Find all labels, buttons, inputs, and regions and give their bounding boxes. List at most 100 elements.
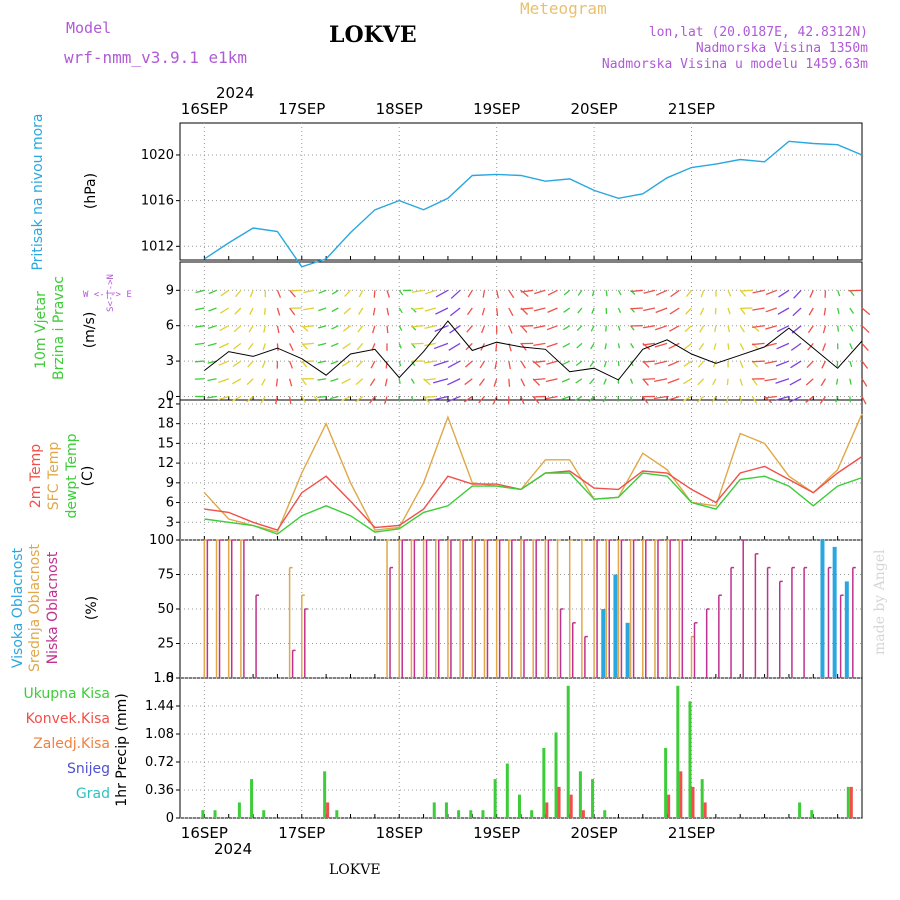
precip-total-bar (457, 810, 461, 818)
precip-total-bar (262, 810, 266, 818)
wind-arrow (234, 307, 242, 315)
wind-arrow (386, 290, 390, 298)
cloud-high-bar (613, 574, 618, 678)
year-bottom: 2024 (214, 840, 253, 858)
wind-arrow (508, 307, 514, 316)
wind-arrow (849, 360, 853, 368)
wind-arrow (617, 307, 622, 314)
wind-arrow (562, 342, 571, 348)
y-tick-label: 1012 (141, 239, 174, 254)
dewpoint-line (204, 472, 863, 535)
wind-arrow (423, 378, 436, 381)
wind-arrow (520, 360, 526, 369)
wind-arrow (207, 395, 217, 399)
station-bottom: LOKVE (329, 862, 381, 878)
precip-conv-bar (703, 802, 707, 818)
wind-arrow (533, 325, 546, 329)
wind-arrow (752, 307, 765, 311)
wind-arrow (696, 395, 705, 403)
wind-arrow (493, 378, 498, 387)
precip-total-bar (676, 685, 680, 818)
wind-arrow (643, 289, 656, 294)
wind-arrow (778, 289, 790, 298)
wind-arrow (195, 325, 205, 328)
wind-arrow (805, 395, 814, 403)
wind-arrow (805, 378, 814, 386)
wind-arrow (739, 360, 744, 369)
wind-arrow (739, 325, 745, 333)
date-label-top: 20SEP (571, 100, 618, 118)
wind-arrow (837, 290, 841, 297)
y-tick-label: 50 (157, 602, 174, 617)
wind-arrow (765, 289, 777, 296)
t2m-line (204, 455, 863, 531)
wind-arrow (301, 378, 307, 386)
wind-arrow (654, 342, 668, 348)
wind-arrow (654, 378, 668, 382)
precip-total-bar (518, 794, 521, 818)
date-label-top: 18SEP (376, 100, 423, 118)
wind-arrow (398, 289, 404, 296)
precip-total-bar (810, 810, 814, 818)
precip-conv-bar (691, 786, 695, 818)
year-top: 2024 (216, 84, 255, 102)
wind-arrow (317, 378, 327, 381)
wind-arrow (739, 378, 743, 386)
wind-arrow (699, 325, 705, 333)
y-tick-label: 9 (166, 476, 174, 491)
wind-arrow (605, 290, 608, 297)
wind-arrow (520, 378, 526, 387)
wind-arrow (232, 360, 242, 368)
precip-total-bar (493, 779, 497, 818)
wind-arrow (249, 290, 254, 298)
wind-arrow (384, 378, 388, 387)
wind-arrow (655, 307, 668, 314)
wind-arrow (751, 396, 757, 404)
precip-total-bar (505, 763, 509, 818)
y-tick-label: 0 (166, 811, 174, 826)
wind-arrow (668, 342, 680, 350)
wind-arrow (821, 360, 827, 369)
wind-arrow (561, 395, 570, 401)
wind-arrow (435, 289, 449, 298)
wind-arrow (383, 396, 388, 404)
precip-conv-bar (667, 794, 671, 818)
wind-arrow (207, 342, 217, 347)
precip-total-bar (237, 802, 241, 818)
wind-arrow (411, 342, 424, 345)
y-tick-label: 1020 (141, 148, 174, 163)
wind-arrow (357, 325, 364, 333)
precip-conv-bar (545, 802, 549, 818)
wind-arrow (372, 307, 376, 316)
wind-arrow (423, 395, 436, 399)
wind-arrow (234, 289, 242, 298)
wind-arrow (448, 342, 461, 351)
wind-arrow (684, 325, 692, 333)
wind-arrow (575, 360, 583, 367)
wind-arrow (604, 343, 607, 350)
wind-arrow (643, 307, 656, 312)
wind-arrow (685, 289, 693, 298)
cloud-high-bar (820, 540, 825, 678)
precip-total-bar (530, 810, 534, 818)
wind-arrow (788, 395, 802, 403)
wind-arrow (331, 289, 339, 295)
precip-total-bar (213, 810, 217, 818)
wind-arrow (712, 360, 717, 368)
wind-arrow (711, 396, 717, 403)
wind-arrow (562, 360, 570, 366)
precip-total-bar (323, 771, 327, 818)
wind-arrow (410, 396, 415, 402)
wind-arrow (563, 289, 571, 296)
y-tick-label: 21 (157, 397, 174, 412)
wind-arrow (303, 307, 315, 311)
wind-arrow (313, 395, 321, 403)
wind-arrow (467, 289, 473, 298)
wind-arrow (820, 378, 827, 387)
wind-arrow (630, 378, 634, 384)
wind-arrow (301, 360, 308, 368)
wind-arrow (317, 325, 327, 329)
wind-arrow (288, 396, 292, 405)
wind-arrow (208, 289, 217, 295)
